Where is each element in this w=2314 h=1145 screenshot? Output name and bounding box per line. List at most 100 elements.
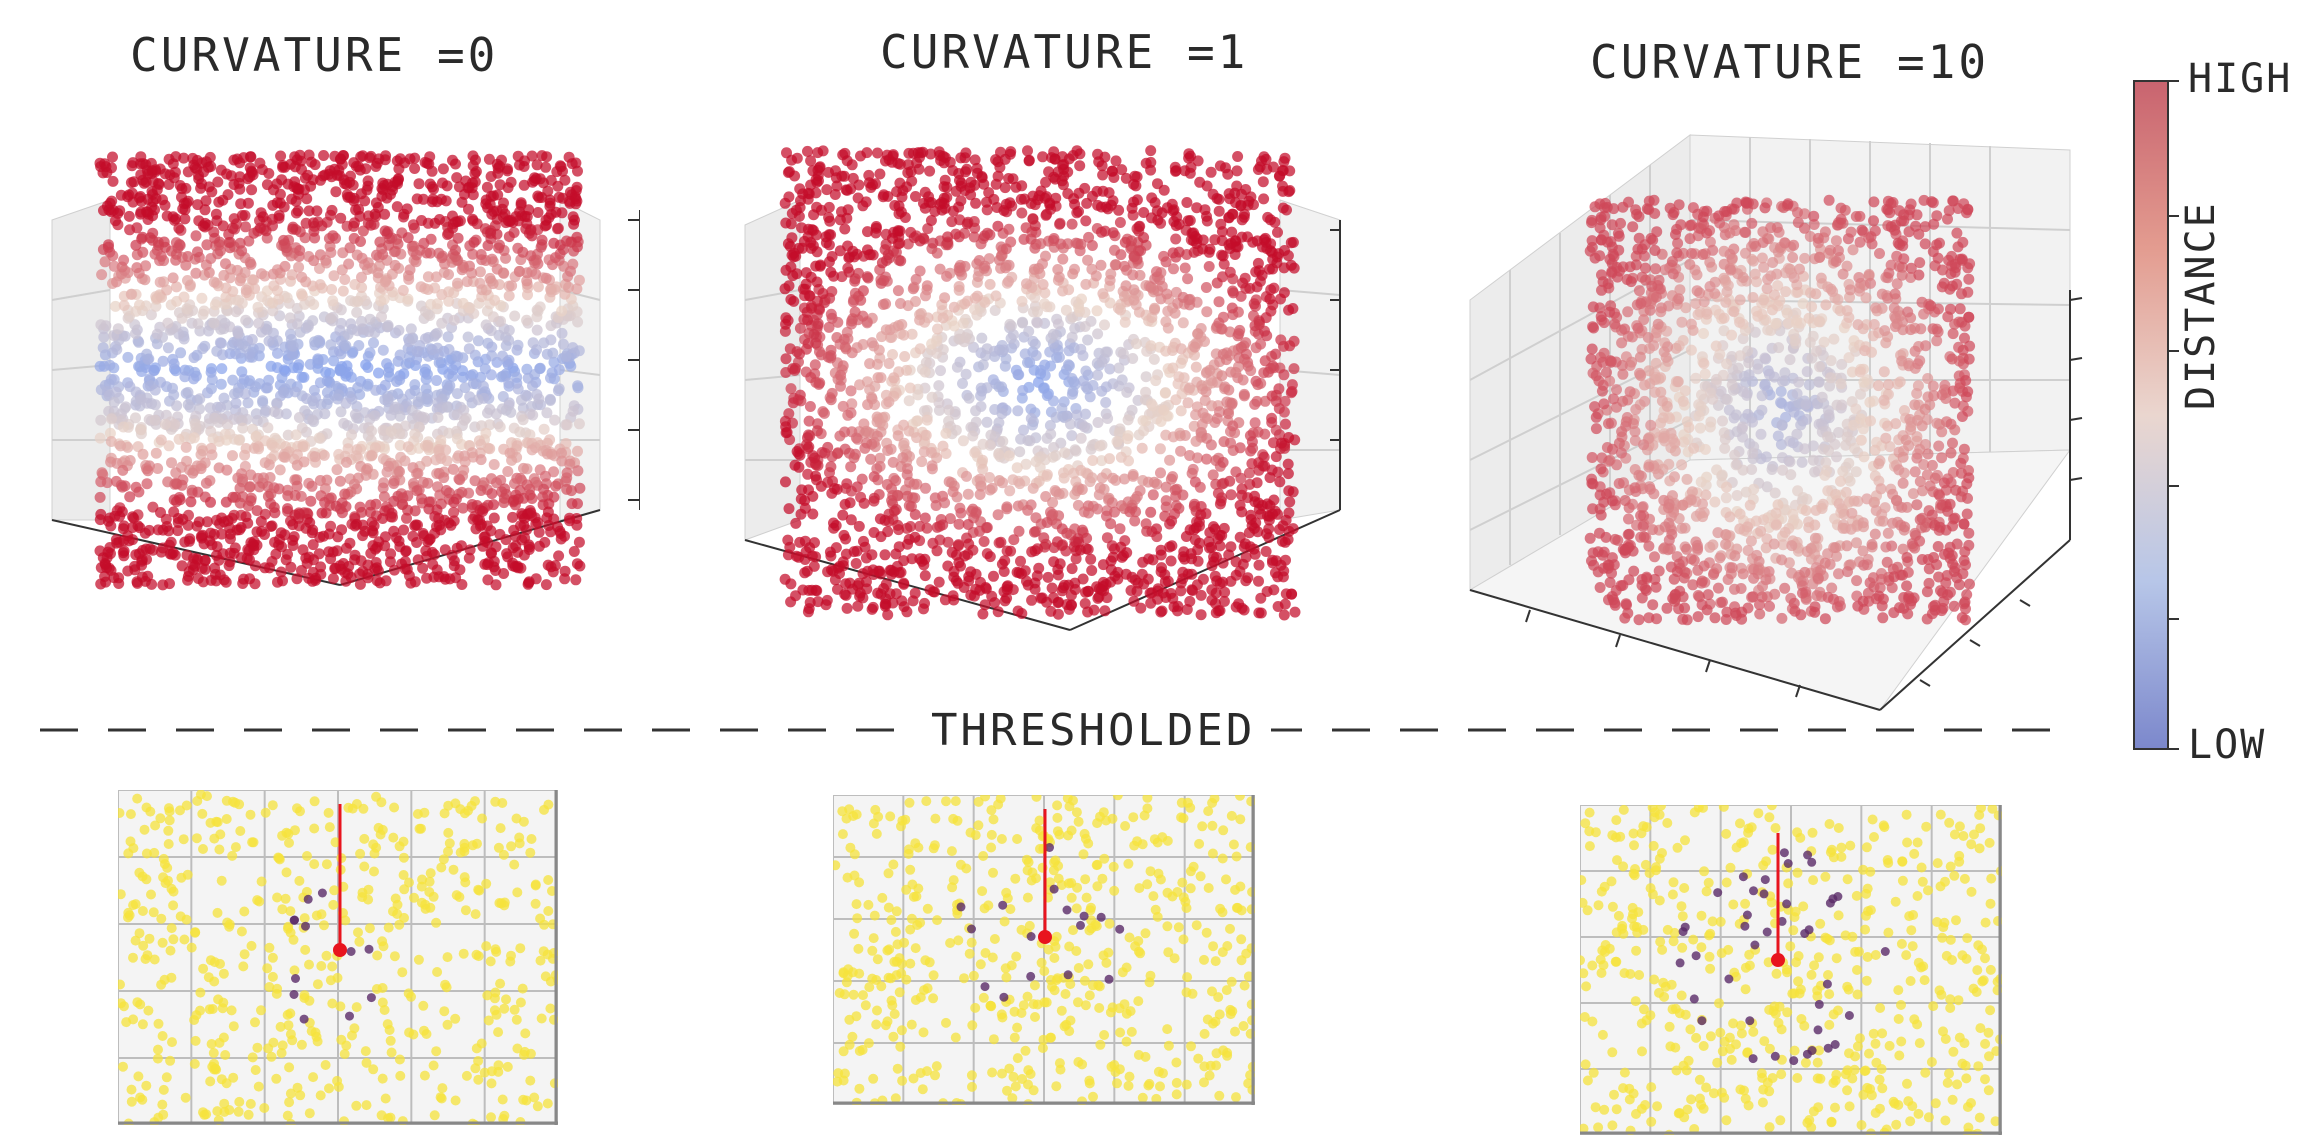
point bbox=[326, 284, 338, 295]
point bbox=[477, 380, 489, 392]
point bbox=[1245, 509, 1257, 521]
point bbox=[1155, 566, 1167, 578]
point bbox=[271, 362, 283, 374]
point bbox=[291, 573, 303, 585]
scatter3d-curvature-1 bbox=[744, 145, 1341, 631]
point bbox=[791, 446, 803, 457]
point bbox=[135, 424, 147, 436]
point bbox=[1184, 595, 1196, 607]
point bbox=[1289, 606, 1301, 618]
point bbox=[526, 150, 538, 162]
point bbox=[884, 588, 896, 600]
point bbox=[236, 552, 247, 564]
point bbox=[468, 236, 480, 248]
point bbox=[234, 482, 246, 494]
point bbox=[924, 584, 936, 596]
point bbox=[1076, 484, 1088, 495]
point bbox=[472, 394, 484, 406]
point bbox=[142, 193, 154, 205]
point bbox=[875, 588, 887, 600]
point bbox=[1213, 605, 1225, 617]
point bbox=[1151, 266, 1162, 278]
point bbox=[1110, 155, 1122, 167]
point bbox=[1211, 413, 1223, 424]
point bbox=[1273, 403, 1285, 414]
point bbox=[967, 430, 979, 442]
point bbox=[198, 305, 210, 317]
point bbox=[894, 158, 906, 170]
point bbox=[1259, 355, 1271, 367]
point bbox=[448, 506, 460, 518]
point bbox=[1042, 571, 1054, 583]
point bbox=[315, 568, 327, 580]
point bbox=[1122, 414, 1134, 426]
point bbox=[824, 215, 836, 227]
point bbox=[372, 267, 384, 279]
point bbox=[422, 439, 434, 451]
point bbox=[318, 150, 330, 161]
point bbox=[373, 367, 384, 379]
point bbox=[366, 425, 377, 437]
point bbox=[893, 541, 905, 553]
point bbox=[246, 334, 258, 345]
point bbox=[377, 424, 389, 436]
point bbox=[206, 374, 218, 385]
point bbox=[328, 355, 340, 367]
point bbox=[947, 165, 959, 176]
point bbox=[1209, 570, 1221, 582]
point bbox=[565, 485, 577, 497]
point bbox=[131, 262, 143, 274]
point bbox=[1140, 371, 1152, 383]
point bbox=[1145, 145, 1157, 157]
point bbox=[1016, 316, 1028, 328]
point bbox=[853, 520, 865, 532]
point bbox=[898, 419, 910, 431]
point bbox=[990, 178, 1002, 190]
point bbox=[470, 154, 481, 166]
point bbox=[101, 200, 113, 212]
point bbox=[1251, 477, 1263, 489]
point bbox=[507, 216, 519, 228]
point bbox=[517, 414, 529, 426]
point bbox=[1223, 408, 1234, 420]
point bbox=[107, 151, 118, 163]
point bbox=[1048, 233, 1060, 244]
point bbox=[325, 339, 337, 351]
point bbox=[475, 439, 487, 450]
point bbox=[1095, 259, 1107, 271]
point bbox=[1027, 482, 1039, 494]
point bbox=[527, 380, 538, 392]
point bbox=[1121, 386, 1133, 398]
point bbox=[382, 178, 394, 190]
point bbox=[1227, 420, 1239, 432]
point bbox=[795, 508, 807, 520]
point bbox=[339, 274, 351, 285]
point bbox=[1130, 506, 1142, 518]
point bbox=[486, 488, 498, 500]
point bbox=[815, 480, 827, 492]
point bbox=[270, 548, 282, 560]
point bbox=[1236, 506, 1248, 518]
point bbox=[461, 276, 473, 288]
point bbox=[376, 311, 387, 323]
point bbox=[849, 306, 861, 318]
point bbox=[783, 191, 795, 203]
point bbox=[150, 166, 162, 177]
point bbox=[810, 229, 822, 241]
point bbox=[1015, 568, 1027, 580]
point bbox=[188, 373, 200, 385]
point bbox=[308, 217, 319, 229]
point bbox=[812, 318, 824, 330]
point bbox=[997, 477, 1008, 489]
point bbox=[909, 509, 921, 520]
point bbox=[541, 407, 553, 419]
point bbox=[1218, 595, 1230, 607]
point bbox=[571, 558, 583, 570]
point bbox=[790, 204, 802, 216]
point bbox=[494, 421, 506, 433]
point bbox=[1280, 554, 1291, 566]
point bbox=[786, 232, 798, 244]
point bbox=[150, 447, 162, 459]
point bbox=[463, 552, 475, 564]
point bbox=[1022, 357, 1033, 369]
